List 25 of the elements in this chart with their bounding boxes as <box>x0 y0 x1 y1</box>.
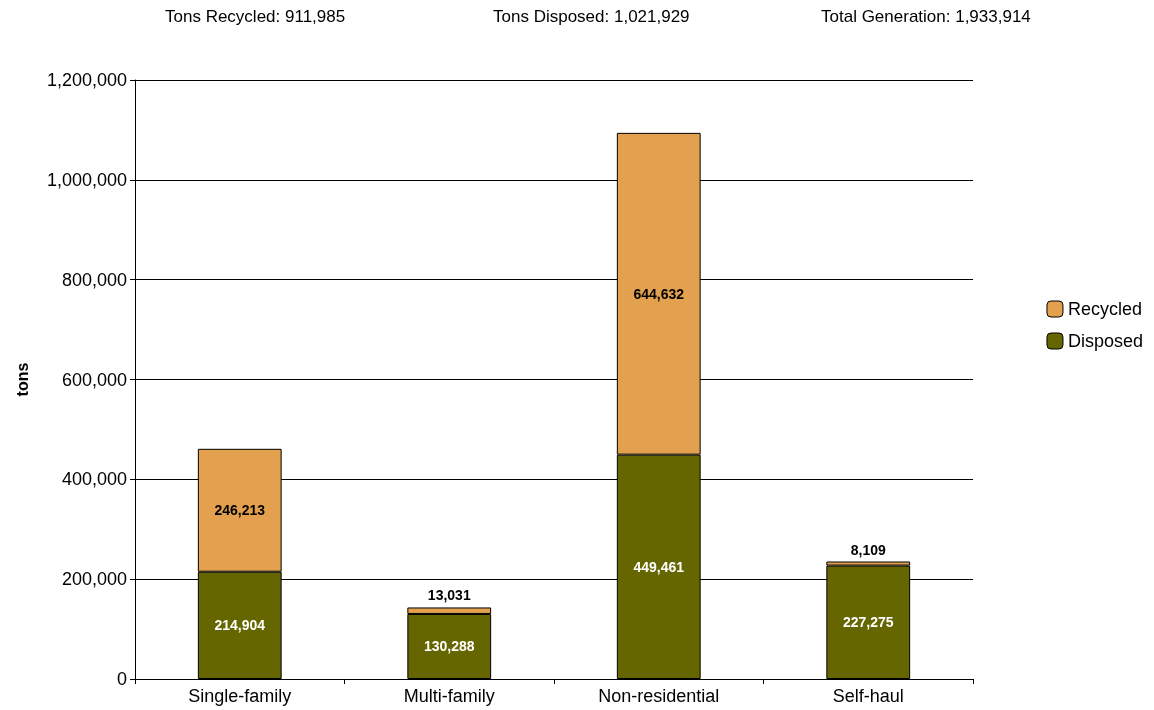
x-tick-label: Non-residential <box>598 686 720 706</box>
text: Tons Disposed: 1,021,929 <box>493 7 690 26</box>
data-label: 130,288 <box>423 638 475 655</box>
x-tick-label: Multi-family <box>403 686 495 706</box>
y-tick-label: 800,000 <box>61 269 127 290</box>
y-tick-label: 1,200,000 <box>46 70 127 90</box>
data-label: 227,275 <box>842 614 894 631</box>
data-label: 13,031 <box>427 587 471 604</box>
text: Total Generation: 1,933,914 <box>821 7 1031 26</box>
y-tick-label: 0 <box>116 669 127 689</box>
text: Tons Recycled: 911,985 <box>165 7 346 26</box>
y-tick-label: 400,000 <box>61 469 127 490</box>
x-tick-label: Single-family <box>188 686 292 706</box>
data-label: 644,632 <box>633 285 685 302</box>
x-tick-label: Self-haul <box>832 686 904 706</box>
data-label: 449,461 <box>633 558 685 575</box>
legend-label: Disposed <box>1067 331 1144 351</box>
data-label: 214,904 <box>214 617 266 634</box>
data-label: 8,109 <box>850 541 886 558</box>
data-label: 246,213 <box>214 502 266 519</box>
y-axis-title: tons <box>13 362 31 397</box>
legend-label: Recycled <box>1067 299 1142 319</box>
y-tick-label: 200,000 <box>61 569 127 590</box>
y-tick-label: 1,000,000 <box>46 169 127 190</box>
y-tick-label: 600,000 <box>61 369 127 390</box>
